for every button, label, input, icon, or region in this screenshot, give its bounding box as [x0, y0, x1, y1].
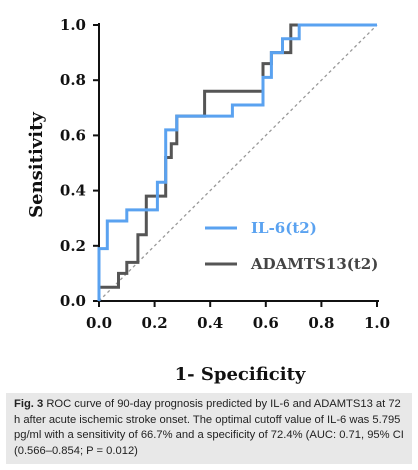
x-tick-label: 0.8	[308, 314, 334, 332]
x-tick-label: 1.0	[364, 314, 390, 332]
figure-caption: Fig. 3 ROC curve of 90-day prognosis pre…	[6, 393, 412, 464]
caption-label: Fig. 3	[14, 398, 44, 410]
y-tick-label: 0.4	[60, 182, 86, 200]
series-group	[97, 23, 377, 301]
legend: IL-6(t2) ADAMTS13(t2)	[205, 219, 378, 273]
series-line-1	[99, 23, 377, 289]
reference-diagonal	[98, 24, 378, 302]
x-tick-label: 0.4	[197, 314, 223, 332]
x-tick-label: 0.2	[142, 314, 168, 332]
y-tick-label: 0.2	[60, 237, 86, 255]
x-axis-title: 1- Specificity	[175, 364, 306, 385]
series-line-0	[97, 23, 377, 301]
roc-chart: 0.0 0.2 0.4 0.6 0.8 1.0 0.0 0.2 0.4 0.6 0.8 1.0 IL-…	[26, 16, 390, 385]
y-axis-title: Sensitivity	[26, 112, 47, 218]
legend-label-0: IL-6(t2)	[251, 219, 317, 237]
y-tick-label: 1.0	[60, 16, 86, 34]
x-tick-label: 0.6	[253, 314, 279, 332]
tick-labels: 0.0 0.2 0.4 0.6 0.8 1.0 0.0 0.2 0.4 0.6 0.8 1.0	[60, 16, 390, 332]
y-tick-label: 0.0	[60, 292, 86, 310]
x-tick-label: 0.0	[86, 314, 112, 332]
reference-line	[98, 24, 378, 302]
caption-text: ROC curve of 90-day prognosis predicted …	[14, 398, 404, 457]
y-tick-label: 0.8	[60, 71, 86, 89]
legend-label-1: ADAMTS13(t2)	[250, 255, 378, 273]
y-tick-label: 0.6	[60, 126, 86, 144]
